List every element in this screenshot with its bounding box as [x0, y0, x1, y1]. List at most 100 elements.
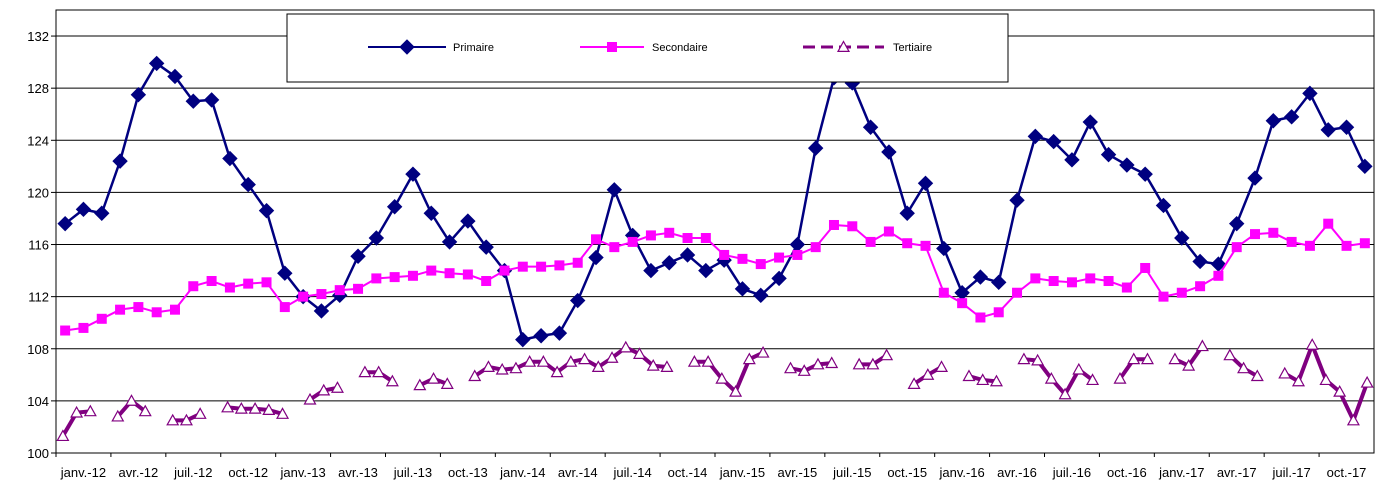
data-point-square — [700, 233, 711, 244]
x-tick-label: janv.-17 — [1158, 465, 1204, 480]
data-point-diamond — [240, 176, 256, 193]
data-point-triangle — [1140, 352, 1154, 365]
data-point-diamond — [203, 92, 220, 108]
data-point-triangle — [372, 365, 386, 378]
data-point-triangle — [495, 362, 509, 375]
data-point-square — [1012, 287, 1023, 298]
data-point-triangle — [303, 392, 317, 405]
data-point-square — [1268, 227, 1279, 238]
y-tick-label: 120 — [27, 185, 49, 200]
plot-area — [55, 9, 1375, 454]
data-point-square — [1103, 276, 1114, 287]
data-point-square — [920, 240, 931, 251]
data-point-square — [572, 257, 583, 268]
x-tick-label: juil.-14 — [612, 465, 651, 480]
data-point-diamond — [881, 144, 897, 160]
data-point-triangle — [1182, 358, 1196, 371]
x-tick-label: janv.-16 — [938, 465, 984, 480]
x-tick-label: oct.-15 — [887, 465, 927, 480]
data-point-triangle — [836, 40, 851, 53]
data-point-diamond — [588, 249, 604, 266]
data-point-square — [462, 269, 473, 280]
data-point-diamond — [148, 55, 165, 72]
data-point-square — [682, 233, 693, 244]
x-tick-label: oct.-14 — [668, 465, 708, 480]
series-line-segment — [790, 361, 832, 373]
data-point-triangle — [632, 347, 647, 359]
y-tick-label: 104 — [27, 394, 49, 409]
data-point-diamond — [386, 199, 403, 215]
data-point-diamond — [771, 270, 787, 287]
data-point-triangle — [1058, 387, 1072, 400]
data-point-diamond — [277, 265, 293, 281]
data-point-square — [1121, 282, 1132, 293]
data-point-square — [1085, 273, 1096, 284]
y-tick-label: 108 — [27, 342, 49, 357]
data-point-triangle — [976, 373, 990, 386]
data-point-diamond — [1283, 109, 1300, 125]
legend-label: Tertiaire — [893, 42, 932, 54]
data-point-square — [1048, 276, 1059, 287]
data-point-triangle — [756, 345, 770, 358]
data-point-diamond — [972, 269, 989, 285]
data-point-triangle — [1031, 353, 1045, 366]
data-point-square — [957, 298, 968, 309]
data-point-square — [1158, 291, 1169, 302]
data-point-triangle — [330, 381, 344, 393]
data-point-triangle — [797, 364, 811, 376]
x-tick-label: avr.-14 — [558, 465, 598, 480]
data-point-square — [792, 249, 803, 260]
gridlines — [56, 35, 1374, 402]
data-point-square — [664, 227, 675, 238]
data-point-diamond — [1045, 133, 1062, 150]
data-point-diamond — [1357, 158, 1373, 175]
data-point-triangle — [1250, 369, 1264, 382]
data-point-triangle — [481, 360, 495, 373]
data-point-triangle — [124, 394, 139, 406]
data-point-square — [1323, 218, 1334, 229]
data-point-square — [499, 265, 510, 276]
data-point-triangle — [179, 413, 193, 426]
x-tick-label: oct.-12 — [228, 465, 268, 480]
data-point-square — [774, 252, 785, 263]
series-primaire — [57, 55, 1373, 348]
x-tick-label: avr.-12 — [119, 465, 159, 480]
data-point-triangle — [1072, 362, 1086, 375]
data-point-square — [1140, 262, 1151, 273]
data-point-triangle — [276, 407, 290, 419]
data-point-triangle — [742, 352, 756, 365]
y-tick-label: 116 — [28, 238, 49, 253]
x-tick-label: janv.-13 — [279, 465, 325, 480]
x-tick-label: janv.-14 — [499, 465, 545, 480]
data-point-triangle — [687, 355, 701, 367]
data-point-diamond — [606, 182, 623, 198]
data-point-square — [133, 302, 144, 313]
data-point-triangle — [1237, 361, 1251, 374]
data-point-square — [115, 304, 126, 315]
data-point-triangle — [578, 352, 592, 365]
data-point-square — [426, 265, 437, 276]
data-point-diamond — [753, 287, 769, 304]
data-point-triangle — [1017, 352, 1031, 365]
data-point-diamond — [533, 328, 549, 344]
data-point-diamond — [1265, 113, 1282, 129]
data-point-square — [1231, 242, 1242, 253]
data-point-square — [279, 302, 290, 313]
data-point-square — [1176, 287, 1187, 298]
data-point-triangle — [427, 371, 441, 384]
y-tick-label: 124 — [27, 133, 49, 148]
data-point-triangle — [83, 404, 97, 417]
data-point-square — [810, 242, 821, 253]
data-point-diamond — [423, 205, 439, 221]
data-point-diamond — [551, 325, 568, 341]
data-point-triangle — [1086, 373, 1100, 386]
data-point-square — [607, 42, 617, 52]
data-point-triangle — [701, 355, 715, 367]
data-point-triangle — [989, 374, 1003, 387]
data-point-square — [828, 219, 839, 230]
data-point-diamond — [441, 234, 458, 250]
data-point-triangle — [605, 351, 619, 363]
data-point-triangle — [1333, 385, 1347, 397]
data-point-diamond — [1100, 146, 1117, 163]
